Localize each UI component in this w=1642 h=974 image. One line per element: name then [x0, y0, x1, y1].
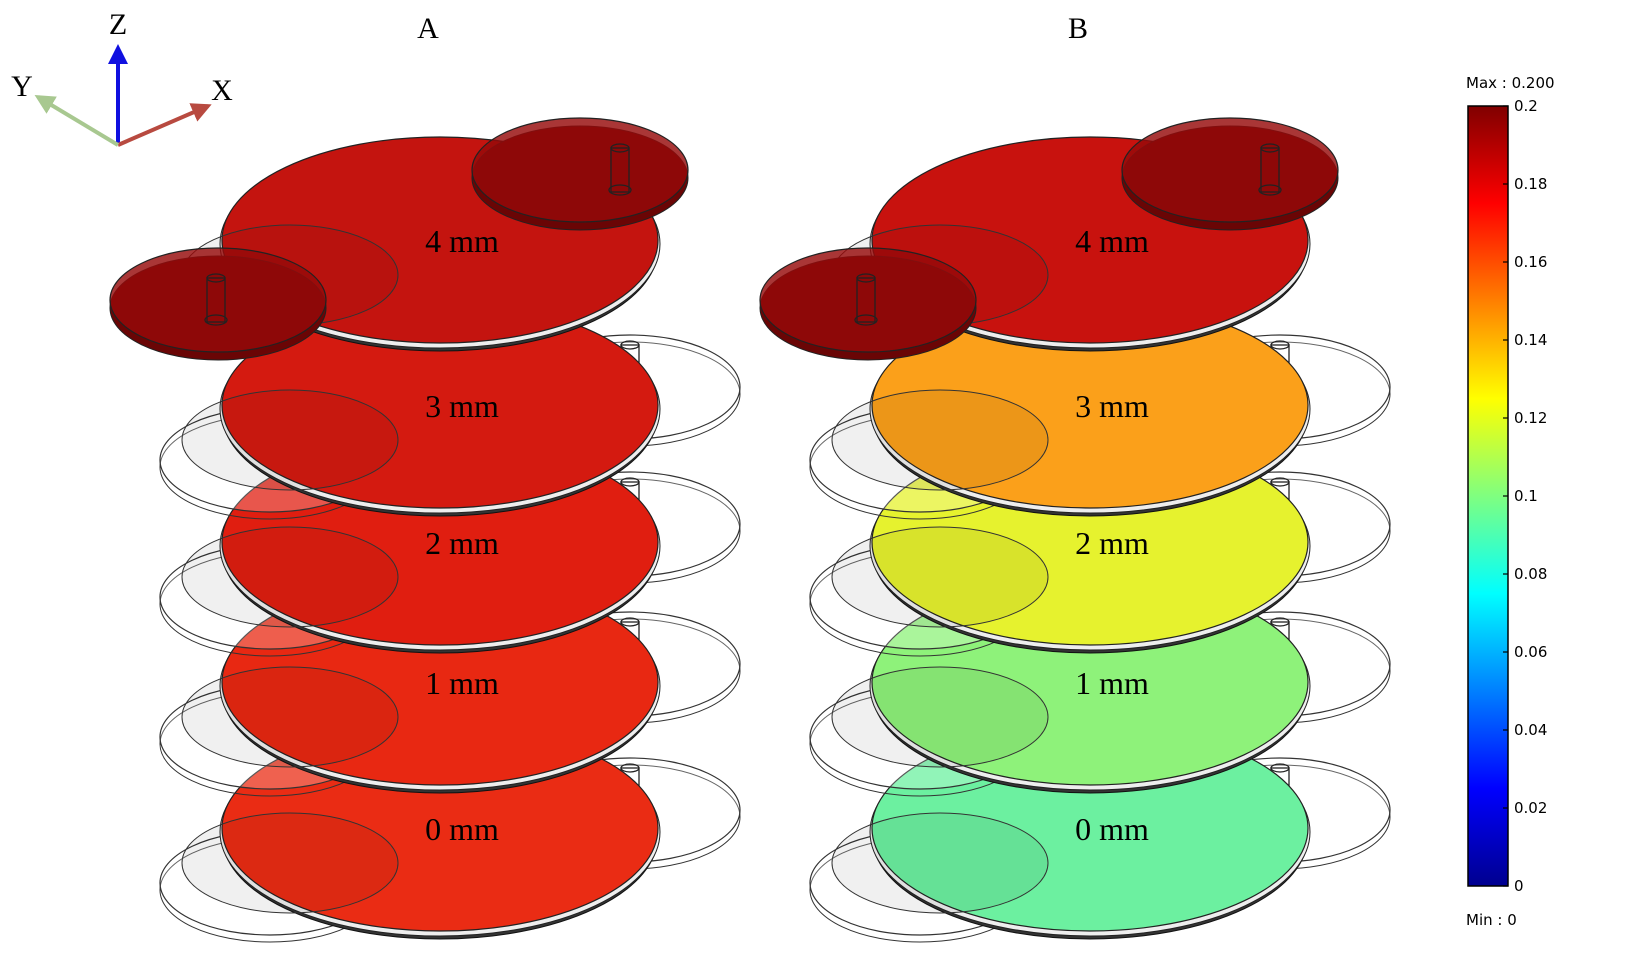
figure: Z X Y A 0 mm 1 mm 2 mm 3 mm 4 mm B 0 mm 1 mm 2 mm…	[0, 0, 1642, 974]
layer-label: 1 mm	[425, 665, 499, 701]
x-label: X	[211, 74, 233, 107]
axis-triad: Z X Y	[11, 8, 233, 145]
layer-label: 2 mm	[425, 525, 499, 561]
disk-overlay	[832, 390, 1048, 490]
tick-label: 0.04	[1514, 721, 1547, 739]
tick-label: 0.12	[1514, 409, 1547, 427]
x-arrow	[118, 106, 208, 145]
layer-label: 3 mm	[425, 388, 499, 424]
tick-label: 0.2	[1514, 97, 1538, 115]
layer-label: 3 mm	[1075, 388, 1149, 424]
panel: B 0 mm 1 mm 2 mm 3 mm 4 mm	[760, 12, 1390, 942]
disk-overlay	[182, 667, 398, 767]
disk-overlay	[832, 813, 1048, 913]
layer-label: 4 mm	[1075, 223, 1149, 259]
z-label: Z	[109, 8, 127, 41]
disk-overlay	[182, 527, 398, 627]
panels: A 0 mm 1 mm 2 mm 3 mm 4 mm B 0 mm 1 mm 2 mm 3 mm 4 …	[110, 12, 1390, 942]
disk-overlay	[182, 390, 398, 490]
colorbar-min: Min : 0	[1466, 911, 1517, 929]
y-arrow	[38, 97, 118, 145]
disk-overlay	[832, 527, 1048, 627]
colorbar: Max : 0.200 Min : 0 0 0.02 0.04 0.06 0.08 0.1 0.…	[1466, 74, 1555, 929]
colorbar-gradient	[1468, 106, 1508, 886]
tick-label: 0.02	[1514, 799, 1547, 817]
y-label: Y	[11, 70, 33, 103]
layer: 4 mm	[110, 118, 688, 360]
tick-label: 0.14	[1514, 331, 1547, 349]
layer-label: 4 mm	[425, 223, 499, 259]
top-disk	[472, 118, 688, 222]
layer-label: 2 mm	[1075, 525, 1149, 561]
tick-label: 0.1	[1514, 487, 1538, 505]
panel-label: B	[1068, 12, 1088, 45]
layer: 4 mm	[760, 118, 1338, 360]
layer-label: 0 mm	[425, 811, 499, 847]
layer-label: 1 mm	[1075, 665, 1149, 701]
tick-label: 0.08	[1514, 565, 1547, 583]
top-disk	[760, 248, 976, 352]
layer-label: 0 mm	[1075, 811, 1149, 847]
disk-overlay	[182, 813, 398, 913]
tick-label: 0.06	[1514, 643, 1547, 661]
colorbar-max: Max : 0.200	[1466, 74, 1555, 92]
disk-overlay	[832, 667, 1048, 767]
top-disk	[110, 248, 326, 352]
tick-label: 0.18	[1514, 175, 1547, 193]
panel-label: A	[417, 12, 439, 45]
tick-label: 0	[1514, 877, 1524, 895]
top-disk	[1122, 118, 1338, 222]
tick-label: 0.16	[1514, 253, 1547, 271]
panel: A 0 mm 1 mm 2 mm 3 mm 4 mm	[110, 12, 740, 942]
